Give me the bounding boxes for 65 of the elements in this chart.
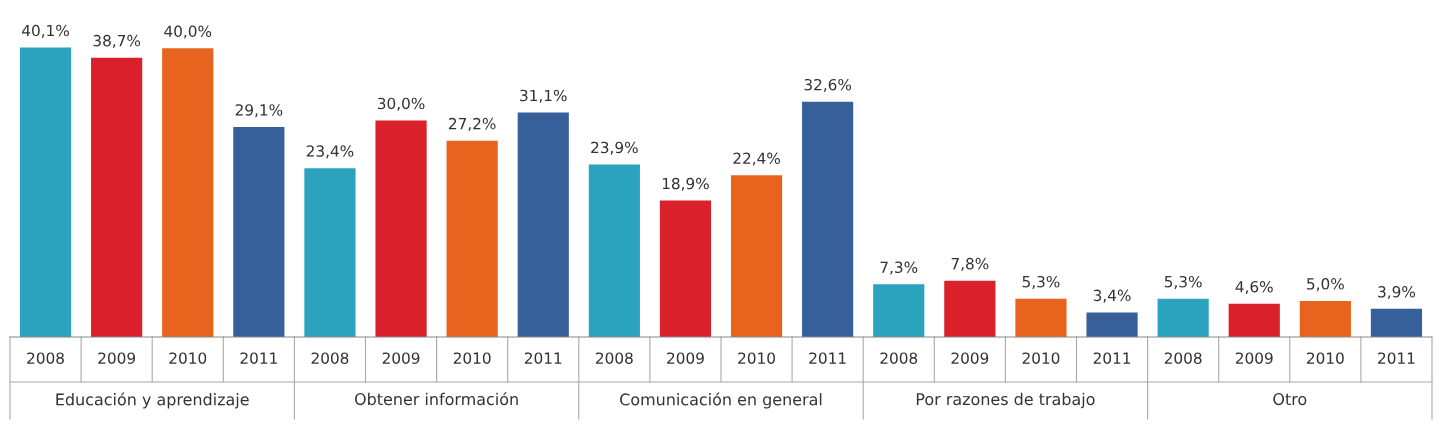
data-label: 32,6% [804, 78, 852, 93]
bar [1228, 303, 1280, 337]
bar [802, 101, 854, 337]
bar [944, 280, 996, 337]
text: 2011 [1378, 352, 1415, 364]
text: 2009 [667, 352, 704, 364]
data-label: 29,1% [235, 104, 283, 118]
bar [659, 200, 712, 337]
x-tick-label: Obtener información [354, 392, 518, 406]
bar [162, 48, 214, 337]
text: 2010 [1022, 352, 1060, 364]
data-label: 27,2% [449, 117, 496, 131]
text: 2008 [880, 352, 918, 364]
x-tick-label: Por razones de trabajo [916, 392, 1095, 409]
bar [1015, 298, 1067, 337]
bar [304, 168, 356, 337]
data-label: 4,6% [1235, 280, 1273, 295]
bar [1370, 308, 1423, 337]
text: 2011 [524, 352, 562, 364]
bar [446, 140, 498, 337]
text: 2008 [596, 352, 633, 364]
text: 2011 [809, 352, 846, 364]
text: 2008 [311, 352, 349, 364]
data-label: 31,1% [520, 89, 567, 103]
x-tick-label: Otro [1273, 393, 1307, 406]
bar [517, 112, 569, 337]
data-label: 22,4% [733, 152, 780, 166]
data-label: 5,3% [1164, 275, 1202, 290]
data-label: 23,4% [306, 145, 354, 159]
data-label: 5,3% [1022, 275, 1060, 290]
bar [233, 127, 285, 337]
series-label: 2008 [27, 352, 64, 364]
text: 2009 [382, 352, 420, 364]
data-label: 40,0% [164, 25, 212, 39]
bar [1299, 300, 1351, 337]
series-label: 2010 [169, 352, 207, 364]
text: 2010 [1307, 352, 1344, 364]
data-label: 7,3% [880, 261, 918, 275]
bar [375, 120, 427, 337]
data-label: 40,1% [22, 24, 69, 38]
text: 2010 [738, 352, 775, 364]
bar [1157, 298, 1209, 337]
series-label: 2009 [98, 352, 136, 364]
text: 2009 [1235, 352, 1273, 364]
bar [588, 164, 640, 337]
data-label: 18,9% [662, 177, 709, 191]
data-label: 3,4% [1093, 289, 1131, 303]
bar [91, 57, 143, 337]
bar [1086, 312, 1138, 337]
data-label: 23,9% [591, 141, 638, 155]
bar [873, 284, 925, 337]
series-label: 2011 [240, 352, 277, 364]
bar [730, 175, 783, 337]
data-label: 7,8% [951, 257, 989, 271]
text: 2009 [951, 352, 989, 364]
bar [19, 47, 72, 337]
x-tick-label: Educación y aprendizaje [56, 392, 249, 409]
data-label: 3,9% [1378, 286, 1416, 300]
text: 2008 [1164, 352, 1202, 364]
x-tick-label: Comunicación en general [620, 392, 822, 409]
text: 2011 [1093, 352, 1131, 364]
text: 2010 [453, 352, 491, 364]
data-label: 30,0% [377, 97, 425, 111]
data-label: 5,0% [1307, 278, 1344, 292]
data-label: 38,7% [93, 34, 141, 48]
